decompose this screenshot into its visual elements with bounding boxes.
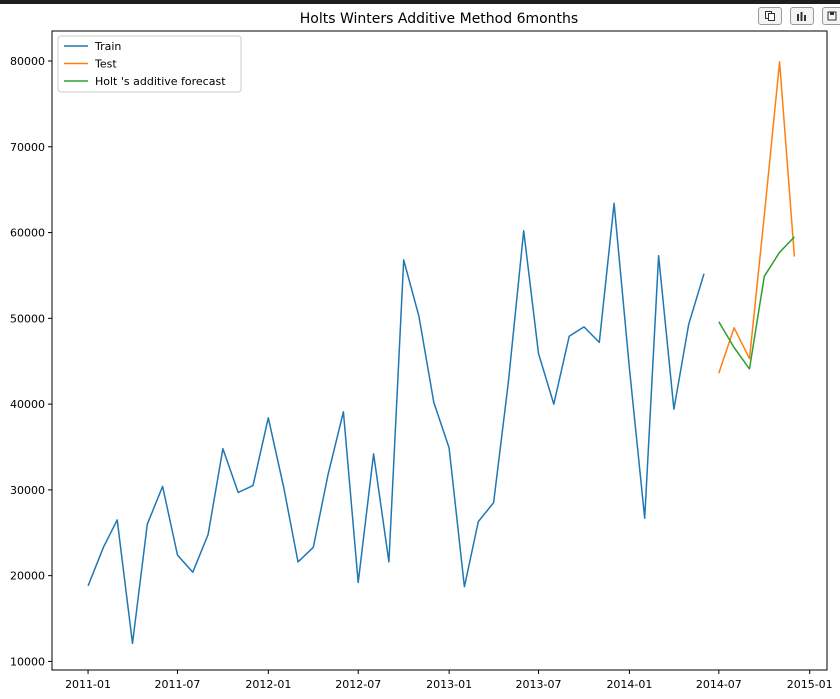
x-tick-label: 2014-01 <box>606 678 652 691</box>
series-layer <box>87 61 796 645</box>
y-tick-label: 40000 <box>10 398 45 411</box>
plot-frame <box>51 30 828 671</box>
legend-label: Test <box>94 58 117 71</box>
series-line-holt-s-additive-forecast <box>718 236 795 370</box>
x-tick-label: 2013-01 <box>426 678 472 691</box>
save-button[interactable] <box>822 7 840 25</box>
window-top-bar <box>0 0 840 4</box>
y-tick-label: 60000 <box>10 227 45 240</box>
y-tick-label: 20000 <box>10 570 45 583</box>
chart-view-button[interactable] <box>790 7 814 25</box>
chart-icon <box>797 12 806 21</box>
y-axis: 10000 20000 30000 40000 50000 60000 70000 80000 <box>10 55 52 668</box>
x-tick-label: 2012-07 <box>335 678 381 691</box>
x-tick-label: 2012-01 <box>245 678 291 691</box>
y-tick-label: 30000 <box>10 484 45 497</box>
legend-label: Holt 's additive forecast <box>95 75 226 88</box>
x-tick-label: 2011-07 <box>154 678 200 691</box>
copy-icon <box>765 11 775 21</box>
legend: Train Test Holt 's additive forecast <box>57 35 242 93</box>
x-axis: 2011-01 2011-07 2012-01 2012-07 2013-01 2013-… <box>65 670 833 691</box>
y-tick-label: 50000 <box>10 312 45 325</box>
series-line-train <box>87 202 705 645</box>
y-tick-label: 10000 <box>10 655 45 668</box>
plot-area <box>51 30 828 671</box>
save-icon <box>827 11 836 21</box>
y-tick-label: 70000 <box>10 141 45 154</box>
chart-title: Holts Winters Additive Method 6months <box>300 11 578 27</box>
y-tick-label: 80000 <box>10 55 45 68</box>
x-tick-label: 2011-01 <box>65 678 111 691</box>
copy-button[interactable] <box>758 7 782 25</box>
x-tick-label: 2015-01 <box>787 678 833 691</box>
x-tick-label: 2013-07 <box>516 678 562 691</box>
x-tick-label: 2014-07 <box>696 678 742 691</box>
series-line-test <box>718 61 796 374</box>
plot-toolbar <box>758 7 840 27</box>
legend-label: Train <box>94 40 121 53</box>
legend-box <box>57 35 242 93</box>
